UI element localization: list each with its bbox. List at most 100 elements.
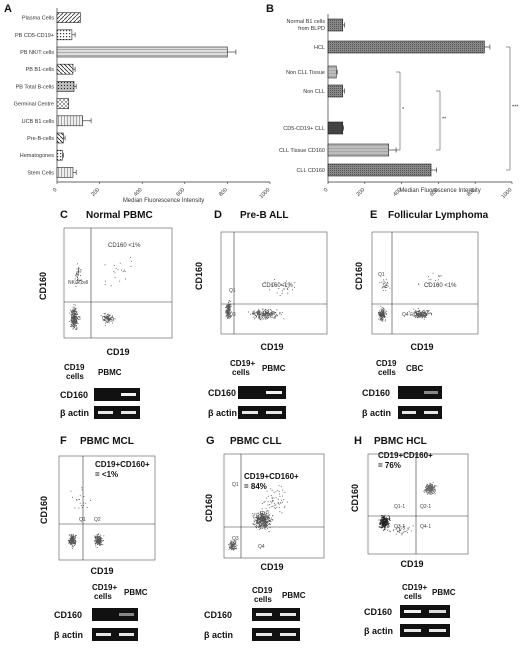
event-dot bbox=[228, 315, 230, 317]
flow-plot-g bbox=[223, 453, 325, 559]
event-dot bbox=[76, 322, 78, 324]
y-axis-label-d: CD160 bbox=[194, 262, 204, 290]
event-dot bbox=[271, 284, 272, 286]
event-dot bbox=[264, 520, 266, 522]
event-dot bbox=[414, 315, 415, 317]
event-dot bbox=[284, 505, 286, 507]
event-dot bbox=[77, 272, 79, 274]
event-dot bbox=[410, 530, 412, 532]
event-dot bbox=[70, 324, 72, 325]
event-dot bbox=[429, 487, 431, 489]
event-dot bbox=[108, 316, 110, 317]
event-dot bbox=[104, 317, 106, 318]
event-dot bbox=[382, 290, 384, 291]
event-dot bbox=[73, 310, 75, 311]
event-dot bbox=[228, 306, 230, 308]
event-dot bbox=[419, 313, 421, 315]
event-dot bbox=[77, 277, 78, 278]
event-dot bbox=[231, 546, 233, 548]
event-dot bbox=[99, 542, 101, 543]
event-dot bbox=[104, 284, 106, 286]
event-dot bbox=[385, 316, 387, 318]
event-dot bbox=[422, 315, 424, 317]
event-dot bbox=[103, 535, 105, 537]
event-dot bbox=[257, 522, 259, 524]
event-dot bbox=[430, 491, 432, 493]
event-dot bbox=[258, 519, 260, 521]
event-dot bbox=[72, 534, 74, 536]
event-dot bbox=[100, 534, 102, 536]
x-axis-label-f: CD19 bbox=[90, 566, 113, 576]
event-dot bbox=[229, 544, 231, 546]
event-dot bbox=[96, 540, 98, 542]
event-dot bbox=[430, 493, 432, 495]
event-dot bbox=[258, 524, 260, 525]
event-dot bbox=[260, 521, 261, 523]
event-dot bbox=[384, 309, 386, 311]
gel-column-label-g: CD19 bbox=[252, 586, 273, 595]
event-dot bbox=[98, 542, 100, 544]
event-dot bbox=[426, 487, 428, 489]
event-dot bbox=[79, 280, 81, 281]
panel-label-h: H bbox=[354, 435, 362, 447]
event-dot bbox=[70, 314, 72, 316]
event-dot bbox=[98, 541, 100, 543]
event-dot bbox=[96, 542, 98, 544]
event-dot bbox=[433, 486, 434, 488]
event-dot bbox=[426, 486, 428, 488]
event-dot bbox=[80, 505, 82, 506]
panel-title-h: PBMC HCL bbox=[374, 436, 427, 447]
event-dot bbox=[74, 315, 76, 317]
bar-a bbox=[56, 81, 75, 92]
event-dot bbox=[265, 513, 267, 514]
event-dot bbox=[416, 313, 418, 314]
event-dot bbox=[76, 320, 77, 322]
event-dot bbox=[281, 499, 282, 501]
event-dot bbox=[109, 315, 111, 316]
event-dot bbox=[99, 544, 101, 546]
event-dot bbox=[102, 319, 104, 321]
event-dot bbox=[379, 526, 381, 528]
event-dot bbox=[97, 539, 99, 541]
event-dot bbox=[263, 521, 265, 523]
event-dot bbox=[420, 312, 421, 313]
event-dot bbox=[98, 539, 100, 541]
bar-a bbox=[56, 149, 63, 161]
event-dot bbox=[263, 312, 265, 314]
event-dot bbox=[94, 536, 96, 538]
category-label-a: Plasma Cells bbox=[22, 16, 54, 22]
event-dot bbox=[112, 317, 113, 318]
event-dot bbox=[73, 537, 75, 539]
event-dot bbox=[271, 498, 273, 499]
event-dot bbox=[384, 285, 386, 287]
event-dot bbox=[259, 517, 260, 519]
quadrant-label-e-q1: Q1 bbox=[378, 272, 385, 278]
event-dot bbox=[418, 310, 420, 311]
event-dot bbox=[418, 311, 420, 313]
event-dot bbox=[383, 521, 385, 523]
event-dot bbox=[259, 513, 261, 515]
event-dot bbox=[269, 314, 271, 316]
panel-label-e: E bbox=[370, 209, 377, 221]
event-dot bbox=[231, 549, 232, 551]
event-dot bbox=[74, 321, 76, 323]
event-dot bbox=[416, 311, 418, 313]
gel-column-label-f: cells bbox=[94, 592, 112, 601]
event-dot bbox=[228, 316, 230, 317]
event-dot bbox=[284, 284, 286, 286]
event-dot bbox=[380, 318, 382, 320]
event-dot bbox=[257, 313, 259, 315]
event-dot bbox=[435, 489, 436, 491]
event-dot bbox=[104, 325, 106, 327]
event-dot bbox=[387, 522, 389, 523]
event-dot bbox=[264, 521, 266, 523]
event-dot bbox=[261, 514, 262, 516]
event-dot bbox=[260, 315, 262, 317]
event-dot bbox=[72, 316, 73, 318]
event-dot bbox=[264, 517, 265, 519]
event-dot bbox=[228, 302, 230, 304]
event-dot bbox=[78, 267, 79, 269]
event-dot bbox=[72, 538, 74, 540]
